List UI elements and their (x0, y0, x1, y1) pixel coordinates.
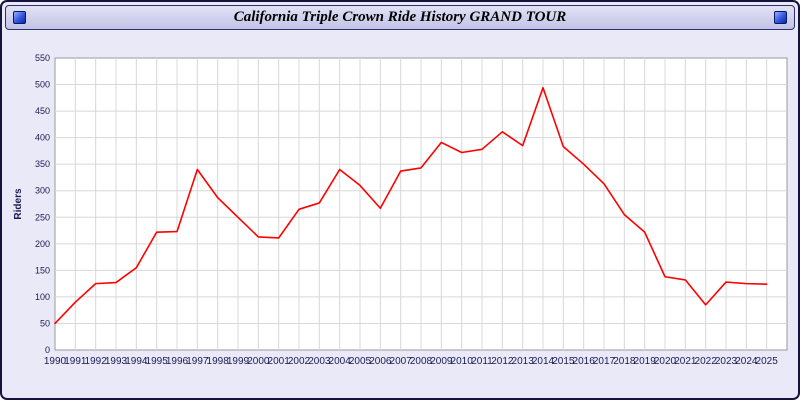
page-title: California Triple Crown Ride History GRA… (233, 9, 567, 25)
svg-text:2003: 2003 (308, 356, 331, 367)
svg-text:1996: 1996 (166, 356, 189, 367)
svg-text:2004: 2004 (329, 356, 352, 367)
svg-text:0: 0 (45, 345, 50, 355)
svg-text:2002: 2002 (288, 356, 311, 367)
svg-text:1991: 1991 (64, 356, 87, 367)
svg-text:1997: 1997 (186, 356, 209, 367)
svg-text:2013: 2013 (512, 356, 535, 367)
svg-text:200: 200 (35, 239, 50, 249)
svg-text:2001: 2001 (268, 356, 291, 367)
svg-text:2022: 2022 (695, 356, 718, 367)
svg-text:2005: 2005 (349, 356, 372, 367)
svg-text:1992: 1992 (85, 356, 108, 367)
svg-text:2009: 2009 (430, 356, 453, 367)
svg-text:Riders: Riders (13, 188, 24, 220)
svg-text:2021: 2021 (674, 356, 697, 367)
svg-text:100: 100 (35, 292, 50, 302)
svg-text:1999: 1999 (227, 356, 250, 367)
blue-square-icon-right[interactable] (774, 11, 787, 24)
svg-text:150: 150 (35, 265, 50, 275)
svg-text:450: 450 (35, 106, 50, 116)
svg-text:1995: 1995 (146, 356, 169, 367)
svg-text:2019: 2019 (634, 356, 657, 367)
svg-text:350: 350 (35, 159, 50, 169)
svg-text:2012: 2012 (491, 356, 514, 367)
svg-text:1990: 1990 (44, 356, 67, 367)
svg-text:1998: 1998 (207, 356, 230, 367)
svg-text:2024: 2024 (735, 356, 758, 367)
svg-text:2008: 2008 (410, 356, 433, 367)
svg-text:300: 300 (35, 186, 50, 196)
title-bar: California Triple Crown Ride History GRA… (5, 5, 795, 30)
svg-text:550: 550 (35, 53, 50, 63)
svg-text:2007: 2007 (390, 356, 413, 367)
svg-text:2018: 2018 (613, 356, 636, 367)
svg-text:2000: 2000 (247, 356, 270, 367)
blue-square-icon-left[interactable] (13, 11, 26, 24)
svg-text:500: 500 (35, 80, 50, 90)
svg-text:2016: 2016 (573, 356, 596, 367)
ride-history-line-chart: 0501001502002503003504004505005501990199… (13, 53, 788, 367)
svg-text:2023: 2023 (715, 356, 738, 367)
svg-text:2014: 2014 (532, 356, 555, 367)
chart-container: 0 50 100 150 200 250 300 350 400 450 500 550 1990 199… (8, 50, 794, 374)
svg-text:2017: 2017 (593, 356, 616, 367)
svg-text:2011: 2011 (471, 356, 493, 367)
svg-text:2010: 2010 (451, 356, 474, 367)
svg-text:2025: 2025 (756, 356, 779, 367)
svg-text:400: 400 (35, 133, 50, 143)
svg-text:250: 250 (35, 212, 50, 222)
svg-text:2006: 2006 (369, 356, 392, 367)
svg-text:1993: 1993 (105, 356, 128, 367)
svg-text:2020: 2020 (654, 356, 677, 367)
svg-text:2015: 2015 (552, 356, 575, 367)
svg-text:50: 50 (40, 318, 50, 328)
svg-text:1994: 1994 (125, 356, 148, 367)
